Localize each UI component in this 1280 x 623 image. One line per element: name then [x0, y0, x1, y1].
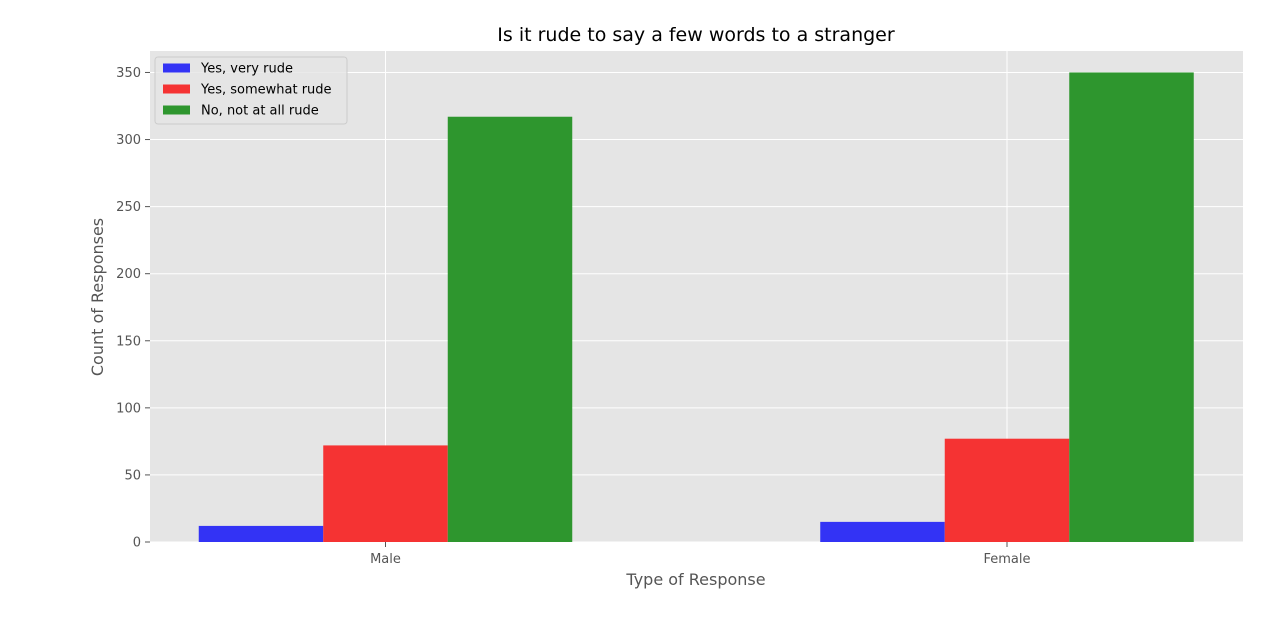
legend: Yes, very rude Yes, somewhat rude No, not … [154, 56, 348, 125]
y-tick-label: 250 [116, 200, 141, 215]
bar [323, 445, 448, 542]
legend-swatch [163, 84, 190, 94]
legend-label: No, not at all rude [201, 104, 319, 119]
y-tick-label: 350 [116, 66, 141, 81]
chart-title: Is it rude to say a few words to a stran… [497, 24, 895, 46]
y-tick-label: 200 [116, 267, 141, 282]
x-tick-label: Male [370, 552, 401, 567]
legend-label: Yes, somewhat rude [200, 83, 332, 98]
x-tick-label: Female [983, 552, 1030, 567]
legend-label: Yes, very rude [200, 62, 293, 77]
y-axis-ticks: 0 50 100 150 200 250 300 350 [116, 66, 150, 551]
bar [820, 521, 945, 542]
y-axis-label: Count of Responses [88, 218, 107, 376]
bar [447, 116, 573, 542]
bar [944, 438, 1070, 542]
legend-swatch [163, 63, 190, 73]
legend-box [154, 56, 348, 125]
y-tick-label: 100 [116, 401, 141, 416]
bar [198, 525, 324, 542]
x-axis-label: Type of Response [625, 570, 765, 589]
y-tick-label: 50 [124, 468, 141, 483]
bars [198, 72, 1194, 542]
legend-swatch [163, 105, 190, 115]
y-tick-label: 150 [116, 334, 141, 349]
x-axis-ticks: Male Female [370, 542, 1031, 567]
y-tick-label: 0 [133, 536, 141, 551]
y-tick-label: 300 [116, 133, 141, 148]
bar [1069, 72, 1194, 542]
